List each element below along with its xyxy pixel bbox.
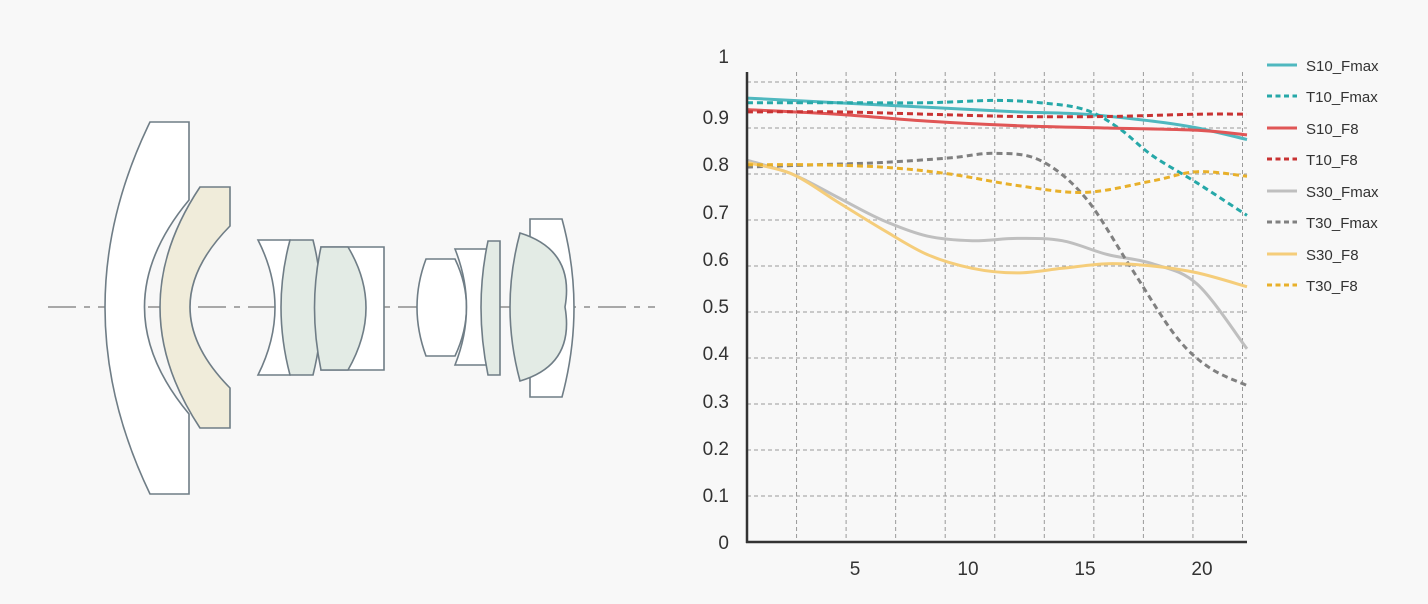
y-tick-label: 0.4 — [703, 344, 730, 365]
chart-legend: S10_Fmax T10_Fmax S10_F8 T10_F8 S30_Fmax… — [1267, 58, 1379, 295]
series-line-t30-f8 — [746, 163, 1248, 194]
mtf-chart: 0 0.1 0.2 0.3 0.4 0.5 0.6 0.7 0.8 0.9 1 … — [703, 47, 1379, 580]
series-line-s30-fmax — [746, 158, 1249, 350]
legend-item-s30-fmax: S30_Fmax — [1267, 184, 1379, 201]
lens-element-2 — [159, 186, 231, 429]
lens-element-11 — [509, 231, 568, 382]
legend-label: T30_F8 — [1306, 278, 1358, 295]
chart-grid — [747, 72, 1247, 542]
series-line-s30-f8 — [746, 161, 1248, 289]
y-tick-label: 0.7 — [703, 203, 729, 224]
lens-element-1 — [104, 121, 190, 495]
legend-item-t10-f8: T10_F8 — [1267, 152, 1358, 169]
y-tick-label: 0.5 — [703, 297, 729, 318]
legend-item-s10-fmax: S10_Fmax — [1267, 58, 1379, 75]
y-tick-label: 0.3 — [703, 392, 729, 413]
y-tick-label: 0.8 — [703, 155, 729, 176]
legend-label: T10_Fmax — [1306, 89, 1378, 106]
legend-label: S10_Fmax — [1306, 58, 1379, 75]
legend-item-t30-f8: T30_F8 — [1267, 278, 1358, 295]
legend-label: T10_F8 — [1306, 152, 1358, 169]
x-tick-label: 10 — [957, 559, 978, 580]
lens-element-7 — [416, 258, 468, 357]
x-tick-label: 20 — [1191, 559, 1212, 580]
legend-label: T30_Fmax — [1306, 215, 1378, 232]
series-line-s10-f8 — [746, 108, 1248, 137]
legend-item-s10-f8: S10_F8 — [1267, 121, 1359, 138]
y-tick-label: 0.1 — [703, 486, 729, 507]
x-tick-label: 15 — [1074, 559, 1095, 580]
legend-item-t30-fmax: T30_Fmax — [1267, 215, 1378, 232]
x-tick-label: 5 — [850, 559, 861, 580]
series-line-t30-fmax — [746, 151, 1248, 387]
series-line-t10-f8 — [746, 110, 1248, 119]
y-tick-label: 0.2 — [703, 439, 729, 460]
y-tick-label: 0 — [718, 533, 729, 554]
y-tick-label: 0.6 — [703, 250, 729, 271]
chart-series — [746, 96, 1249, 387]
lens-element-8 — [453, 248, 488, 366]
lens-element-6 — [313, 246, 367, 371]
y-tick-label: 0.9 — [703, 108, 729, 129]
lens-diagram — [48, 121, 655, 495]
lens-element-3 — [256, 239, 291, 376]
legend-item-s30-f8: S30_F8 — [1267, 247, 1359, 264]
lens-element-9 — [480, 240, 501, 376]
legend-label: S30_Fmax — [1306, 184, 1379, 201]
series-line-s10-fmax — [746, 96, 1248, 141]
legend-label: S30_F8 — [1306, 247, 1359, 264]
y-tick-label: 1 — [718, 47, 729, 68]
legend-label: S10_F8 — [1306, 121, 1359, 138]
legend-item-t10-fmax: T10_Fmax — [1267, 89, 1378, 106]
series-line-t10-fmax — [747, 98, 1248, 217]
